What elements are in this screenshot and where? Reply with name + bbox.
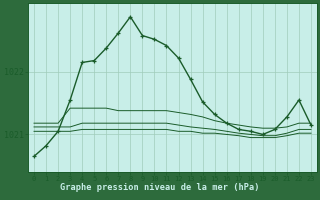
Text: Graphe pression niveau de la mer (hPa): Graphe pression niveau de la mer (hPa) (60, 184, 260, 192)
